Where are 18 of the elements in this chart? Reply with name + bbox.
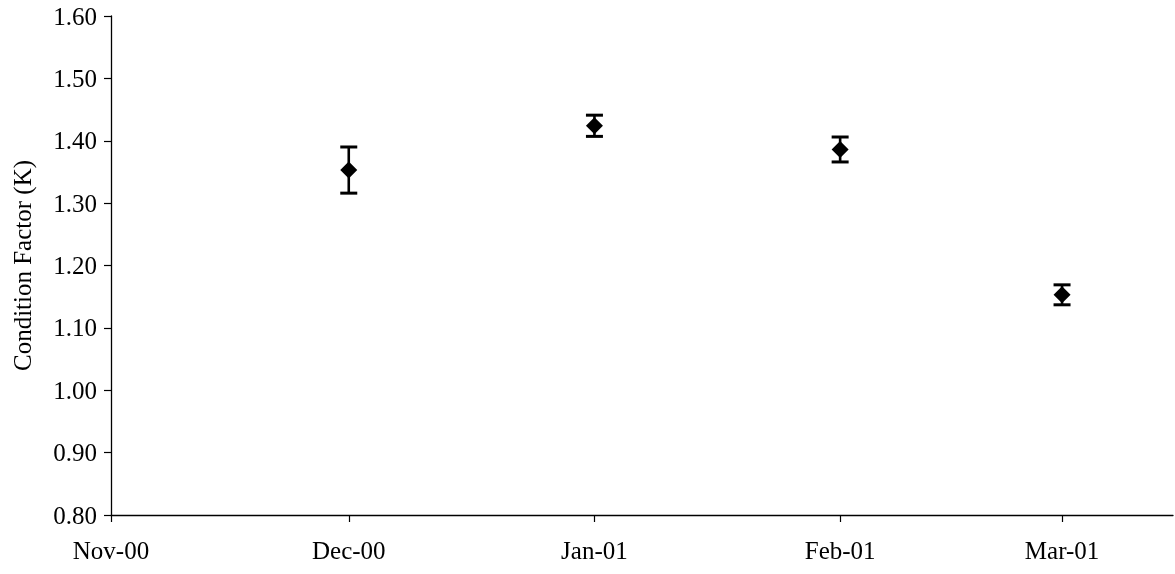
y-tick-label: 1.00 [53, 376, 97, 404]
x-tick-label: Nov-00 [72, 537, 150, 564]
y-tick-label: 1.40 [53, 127, 97, 155]
point [340, 161, 358, 179]
y-tick-label: 1.60 [53, 2, 97, 30]
y-tick-label: 0.80 [53, 501, 97, 529]
y-tick-label: 0.90 [53, 439, 97, 467]
x-tick-label: Dec-00 [311, 537, 386, 564]
y-axis-title: Condition Factor (K) [9, 159, 37, 372]
point [585, 117, 603, 135]
x-tick-label: Mar-01 [1024, 537, 1100, 564]
y-tick-label: 1.20 [53, 252, 97, 279]
x-tick-label: Feb-01 [804, 537, 876, 564]
y-tick-label: 1.10 [53, 314, 97, 342]
y-tick-label: 1.30 [53, 189, 97, 217]
y-tick-label: 1.50 [53, 64, 97, 92]
x-tick-label: Jan-01 [561, 537, 628, 564]
point [831, 140, 849, 158]
